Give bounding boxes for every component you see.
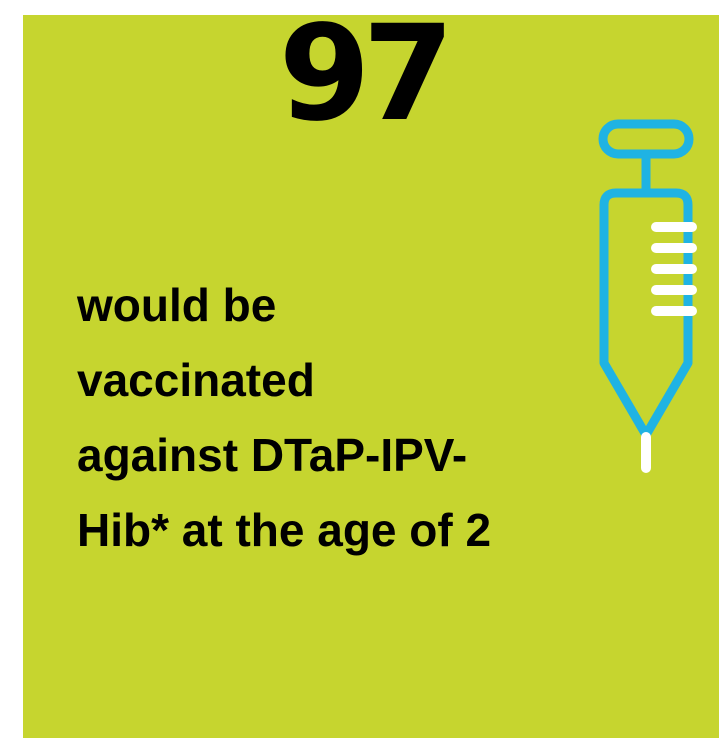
stat-caption: would be vaccinated against DTaP-IPV- Hi… — [77, 268, 577, 568]
caption-line-2: vaccinated — [77, 354, 315, 406]
caption-line-3: against DTaP-IPV- — [77, 429, 468, 481]
caption-line-1: would be — [77, 279, 277, 331]
caption-line-4: Hib* at the age of 2 — [77, 504, 492, 556]
syringe-barrel — [599, 188, 693, 440]
syringe-measure-marks — [651, 222, 697, 316]
syringe-icon — [598, 119, 697, 473]
stat-number: 97 — [278, 0, 455, 151]
